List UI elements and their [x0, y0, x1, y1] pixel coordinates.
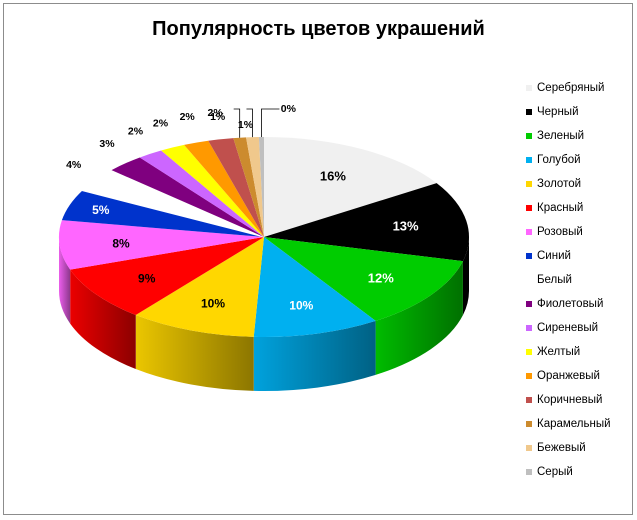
legend-swatch-4 [526, 181, 532, 187]
pie-side-5 [70, 269, 136, 370]
legend-label-6: Розовый [537, 226, 583, 238]
leader-line-16 [261, 108, 280, 138]
legend-label-9: Фиолетовый [537, 298, 604, 310]
slice-2 [264, 237, 463, 321]
data-label-11: 2% [153, 118, 169, 130]
slice-10 [139, 150, 264, 237]
legend-item-11: Желтый [524, 340, 634, 364]
data-label-13: 2% [208, 107, 224, 119]
legend-swatch-7 [526, 253, 532, 259]
legend-label-4: Золотой [537, 178, 582, 190]
legend-item-9: Фиолетовый [524, 292, 634, 316]
legend-item-1: Черный [524, 100, 634, 124]
slice-4 [135, 237, 264, 337]
legend-item-2: Зеленый [524, 124, 634, 148]
pie-side-1 [462, 237, 469, 316]
legend-item-5: Красный [524, 196, 634, 220]
slice-8 [81, 169, 265, 238]
legend-item-3: Голубой [524, 148, 634, 172]
data-label-1: 13% [393, 219, 419, 234]
data-label-0: 16% [320, 169, 346, 184]
legend-swatch-12 [526, 373, 532, 379]
data-label-12: 2% [180, 111, 196, 123]
legend-label-14: Карамельный [537, 418, 611, 430]
legend-label-11: Желтый [537, 346, 581, 358]
data-label-6: 8% [112, 237, 130, 251]
pie-side-2 [375, 261, 463, 375]
data-label-16: 0% [281, 103, 297, 115]
legend-item-16: Серый [524, 460, 634, 484]
data-label-4: 10% [201, 296, 225, 310]
data-label-8: 4% [66, 159, 82, 171]
chart-legend: Серебряный Черный Зеленый Голубой Золотой Кра… [524, 76, 634, 484]
legend-label-8: Белый [537, 274, 572, 286]
legend-swatch-1 [526, 109, 532, 115]
data-label-7: 5% [92, 203, 110, 217]
legend-swatch-8 [526, 277, 532, 283]
legend-item-4: Золотой [524, 172, 634, 196]
legend-swatch-16 [526, 469, 532, 475]
slice-9 [111, 157, 265, 237]
legend-label-15: Бежевый [537, 442, 586, 454]
slice-11 [161, 144, 264, 237]
data-label-9: 3% [99, 138, 115, 150]
slice-13 [208, 138, 264, 237]
data-label-2: 12% [368, 271, 394, 286]
data-label-3: 10% [289, 299, 313, 313]
slice-7 [61, 190, 264, 237]
legend-item-15: Бежевый [524, 436, 634, 460]
legend-label-10: Сиреневый [537, 322, 599, 334]
leader-line-15 [246, 108, 253, 138]
data-label-5: 9% [138, 271, 156, 285]
pie-side-3 [253, 320, 376, 391]
legend-swatch-0 [526, 85, 532, 91]
chart-title: Популярность цветов украшений [152, 18, 485, 40]
legend-swatch-13 [526, 397, 532, 403]
slice-1 [264, 183, 469, 262]
legend-item-13: Коричневый [524, 388, 634, 412]
legend-label-3: Голубой [537, 154, 581, 166]
data-label-14: 1% [210, 111, 226, 123]
legend-swatch-15 [526, 445, 532, 451]
legend-item-7: Синий [524, 244, 634, 268]
legend-swatch-14 [526, 421, 532, 427]
legend-label-5: Красный [537, 202, 584, 214]
legend-swatch-5 [526, 205, 532, 211]
legend-swatch-3 [526, 157, 532, 163]
slice-3 [253, 237, 376, 337]
slice-5 [70, 237, 264, 316]
legend-label-2: Зеленый [537, 130, 585, 142]
slice-14 [233, 137, 264, 237]
legend-label-16: Серый [537, 466, 573, 478]
legend-swatch-10 [526, 325, 532, 331]
legend-label-0: Серебряный [537, 82, 605, 94]
legend-item-12: Оранжевый [524, 364, 634, 388]
slice-15 [246, 137, 264, 237]
legend-swatch-9 [526, 301, 532, 307]
slice-0 [264, 137, 437, 237]
legend-item-6: Розовый [524, 220, 634, 244]
legend-label-1: Черный [537, 106, 579, 118]
leader-line-14 [233, 108, 241, 138]
legend-label-12: Оранжевый [537, 370, 600, 382]
legend-swatch-6 [526, 229, 532, 235]
pie-side-6 [59, 237, 71, 324]
slice-16 [258, 137, 264, 237]
legend-swatch-2 [526, 133, 532, 139]
data-label-10: 2% [128, 126, 144, 138]
legend-label-7: Синий [537, 250, 571, 262]
legend-item-10: Сиреневый [524, 316, 634, 340]
slice-12 [184, 140, 264, 237]
legend-item-0: Серебряный [524, 76, 634, 100]
legend-label-13: Коричневый [537, 394, 603, 406]
pie-side-4 [135, 315, 254, 391]
legend-item-14: Карамельный [524, 412, 634, 436]
legend-item-8: Белый [524, 268, 634, 292]
slice-6 [58, 220, 264, 270]
data-label-15: 1% [238, 119, 254, 131]
legend-swatch-11 [526, 349, 532, 355]
